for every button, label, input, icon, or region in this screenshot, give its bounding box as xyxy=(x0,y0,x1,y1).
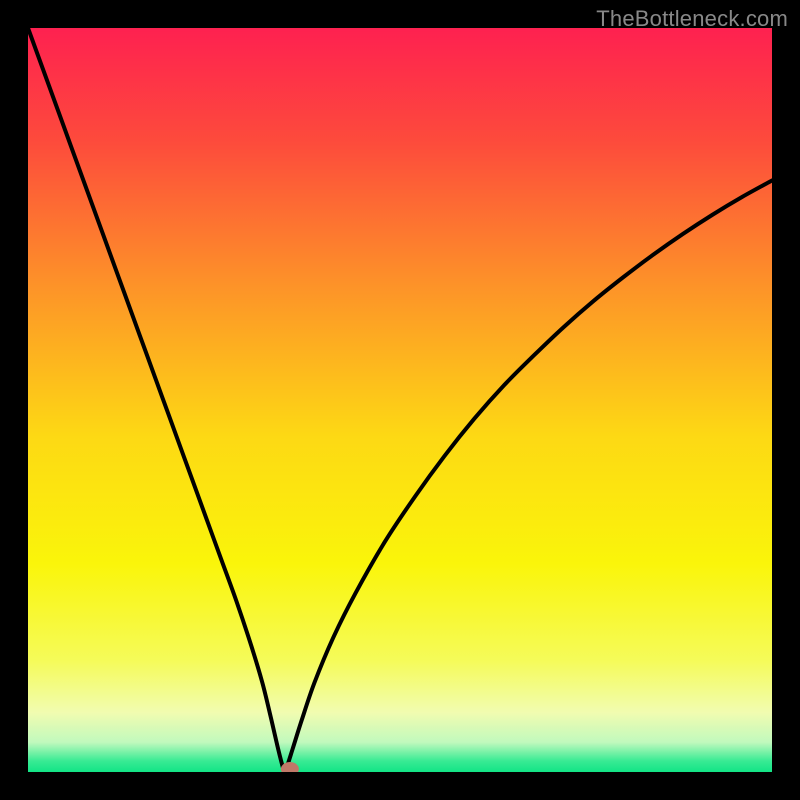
bottleneck-chart xyxy=(0,0,800,800)
chart-container: TheBottleneck.com xyxy=(0,0,800,800)
plot-area xyxy=(28,28,772,772)
watermark-text: TheBottleneck.com xyxy=(596,6,788,32)
